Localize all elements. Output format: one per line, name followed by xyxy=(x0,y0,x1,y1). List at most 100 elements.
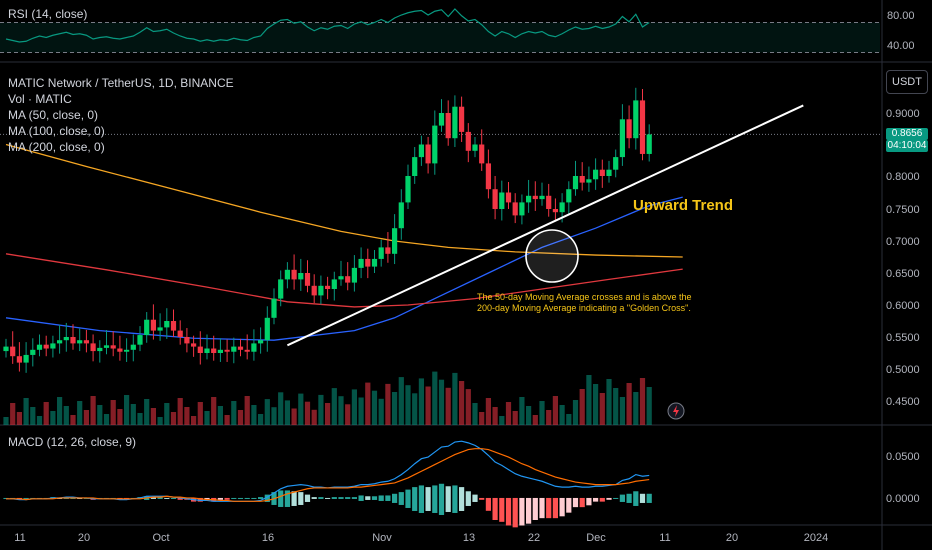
rsi-indicator-label[interactable]: RSI (14, close) xyxy=(8,7,88,21)
candle-body xyxy=(351,267,357,283)
candle-body xyxy=(83,340,89,344)
volume-bar xyxy=(63,406,69,425)
macd-histogram-bar xyxy=(633,491,639,506)
volume-bar xyxy=(291,408,297,425)
symbol-label[interactable]: MATIC Network / TetherUS, 1D, BINANCE xyxy=(8,76,234,90)
candle-body xyxy=(103,345,110,348)
volume-bar xyxy=(197,402,203,425)
candle-body xyxy=(325,285,331,289)
volume-bar xyxy=(378,398,384,425)
macd-histogram-bar xyxy=(519,497,525,526)
volume-bar xyxy=(70,415,76,425)
candle-body xyxy=(371,258,378,267)
macd-histogram-bar xyxy=(345,497,351,499)
candle-body xyxy=(318,285,324,296)
macd-histogram-bar xyxy=(546,497,552,519)
ma100-line xyxy=(5,253,683,308)
price-axis-tick-1: 0.8000 xyxy=(886,171,920,183)
macd-histogram-bar xyxy=(298,492,304,505)
volume-bar xyxy=(398,377,404,425)
macd-histogram-bar xyxy=(646,493,652,503)
macd-axis-tick-0: 0.0500 xyxy=(886,451,920,463)
candle-body xyxy=(184,337,190,344)
volume-bar xyxy=(251,405,257,425)
volume-bar xyxy=(532,415,538,425)
volume-bar xyxy=(459,381,465,425)
macd-histogram-bar xyxy=(385,495,391,501)
golden-cross-annotation-line1: The 50-day Moving Average crosses and is… xyxy=(477,292,692,302)
volume-bar xyxy=(258,414,264,425)
price-axis-tick-3: 0.7000 xyxy=(886,236,920,248)
candle-body xyxy=(150,319,156,331)
volume-bar xyxy=(137,413,143,425)
candle-body xyxy=(526,195,532,203)
volume-bar xyxy=(43,402,49,425)
time-axis-tick-0: 11 xyxy=(14,532,25,544)
macd-histogram-bar xyxy=(378,495,384,501)
ma200-indicator-label[interactable]: MA (200, close, 0) xyxy=(8,140,105,154)
candle-body xyxy=(10,346,16,357)
macd-histogram-bar xyxy=(157,497,163,499)
ma200-line xyxy=(5,143,683,258)
volume-bar xyxy=(472,403,478,425)
volume-bar xyxy=(526,406,532,425)
candle-body xyxy=(197,346,203,353)
price-axis-tick-6: 0.5500 xyxy=(886,332,920,344)
macd-histogram-bar xyxy=(459,487,465,511)
volume-bar xyxy=(90,396,96,425)
macd-histogram-bar xyxy=(572,497,579,508)
macd-histogram-bar xyxy=(626,493,632,503)
macd-histogram-bar xyxy=(318,497,324,499)
volume-bar xyxy=(36,416,43,425)
volume-bar xyxy=(646,387,652,425)
volume-bar xyxy=(479,412,485,425)
candle-body xyxy=(244,349,250,352)
macd-histogram-bar xyxy=(606,497,612,500)
volume-bar xyxy=(566,414,572,425)
volume-bar xyxy=(499,416,505,425)
macd-indicator-label[interactable]: MACD (12, 26, close, 9) xyxy=(8,435,137,449)
volume-bar xyxy=(626,383,632,425)
volume-bar xyxy=(613,388,619,425)
macd-histogram-bar xyxy=(619,494,625,502)
macd-histogram-bar xyxy=(311,497,317,499)
volume-bar xyxy=(572,400,579,425)
macd-histogram-bar xyxy=(358,495,364,501)
rsi-axis-tick-1: 40.00 xyxy=(887,40,915,52)
currency-selector[interactable]: USDT xyxy=(886,70,928,94)
volume-bar xyxy=(3,417,9,425)
candle-body xyxy=(137,335,143,345)
volume-bar xyxy=(10,403,16,425)
ma50-indicator-label[interactable]: MA (50, close, 0) xyxy=(8,108,99,122)
candle-body xyxy=(492,189,498,209)
candle-body xyxy=(539,195,545,200)
volume-bar xyxy=(599,393,605,425)
macd-histogram-bar xyxy=(284,490,290,507)
volume-bar xyxy=(191,416,197,425)
volume-bar xyxy=(124,395,130,425)
ma100-indicator-label[interactable]: MA (100, close, 0) xyxy=(8,124,105,138)
price-axis-tick-5: 0.6000 xyxy=(886,300,920,312)
macd-histogram-bar xyxy=(438,483,445,515)
candle-body xyxy=(177,330,183,337)
volume-bar xyxy=(432,371,438,425)
candle-body xyxy=(512,202,518,216)
candle-body xyxy=(398,202,404,229)
macd-histogram-bar xyxy=(465,491,471,506)
volume-indicator-label[interactable]: Vol · MATIC xyxy=(8,92,72,106)
time-axis-tick-3: 16 xyxy=(262,532,274,544)
volume-bar xyxy=(552,396,558,425)
volume-bar xyxy=(103,414,110,425)
candle-body xyxy=(284,269,290,280)
candle-body xyxy=(432,125,438,164)
macd-histogram-bar xyxy=(479,497,485,500)
candle-body xyxy=(130,344,136,350)
volume-bar xyxy=(77,401,83,425)
candle-body xyxy=(465,131,471,151)
macd-histogram-bar xyxy=(251,497,257,499)
macd-histogram-bar xyxy=(23,497,29,499)
volume-bar xyxy=(204,411,210,425)
candle-body xyxy=(452,106,458,139)
